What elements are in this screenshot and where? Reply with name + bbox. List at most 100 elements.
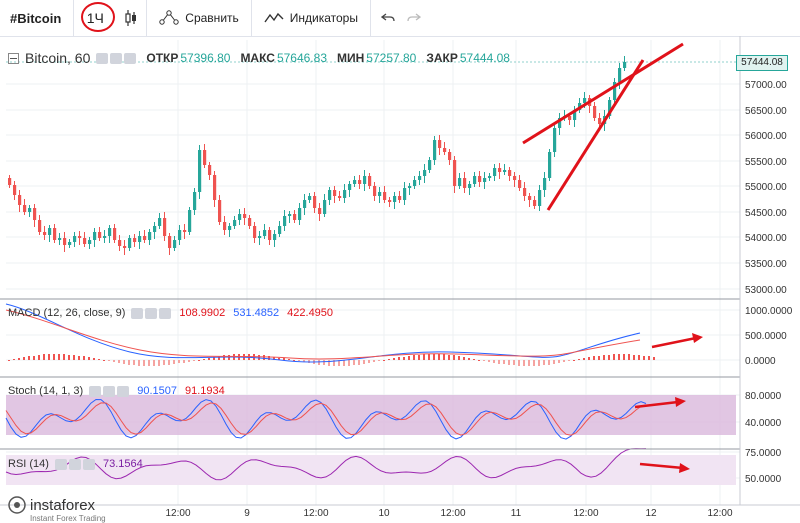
- undo-icon: [380, 13, 395, 22]
- candle-body: [278, 226, 282, 234]
- price-tick-label: 54500.00: [745, 208, 787, 219]
- macd-histogram-bar: [13, 359, 15, 360]
- candle-body: [233, 220, 237, 226]
- candle-body: [623, 62, 627, 68]
- macd-histogram-bar: [408, 356, 410, 360]
- current-price-tag: 57444.08: [736, 55, 788, 71]
- candle-body: [478, 176, 482, 182]
- candle-body: [558, 118, 562, 128]
- macd-histogram-bar: [443, 354, 445, 360]
- rsi-tick-label: 75.0000: [745, 448, 782, 459]
- candle-body: [138, 236, 142, 242]
- candle-body: [333, 190, 337, 196]
- low-value: 57257.80: [366, 51, 417, 65]
- rsi-label: RSI (14): [8, 458, 49, 470]
- macd-value: 531.4852: [233, 307, 280, 319]
- macd-histogram-bar: [523, 360, 525, 366]
- candle-body: [313, 196, 317, 208]
- macd-histogram-bar: [553, 360, 555, 364]
- rsi-controls[interactable]: [54, 458, 95, 470]
- stoch-controls[interactable]: [89, 385, 130, 397]
- candle-body: [143, 236, 147, 240]
- series-legend: Bitcoin, 60 ОТКР 57396.80 МАКС 57646.83 …: [8, 50, 510, 66]
- stoch-label: Stoch (14, 1, 3): [8, 385, 84, 397]
- candle-body: [203, 150, 207, 165]
- candle-body: [438, 140, 442, 148]
- candle-body: [418, 176, 422, 180]
- macd-histogram-bar: [83, 356, 85, 360]
- candle-body: [258, 236, 262, 238]
- rsi-tick-label: 50.0000: [745, 474, 782, 485]
- macd-histogram-bar: [48, 354, 50, 360]
- wedge-upper-line: [522, 42, 684, 145]
- compare-button[interactable]: Сравнить: [147, 0, 250, 36]
- macd-histogram-bar: [348, 360, 350, 366]
- macd-tick-label: 500.0000: [745, 331, 787, 342]
- macd-line: [5, 303, 641, 363]
- price-tick-label: 53500.00: [745, 259, 787, 270]
- candle-body: [38, 220, 42, 232]
- candle-body: [348, 184, 352, 190]
- indicators-icon: [264, 12, 284, 23]
- candle-body: [193, 192, 197, 210]
- candle-body: [123, 246, 127, 248]
- macd-histogram-bar: [148, 360, 150, 366]
- macd-histogram-bar: [623, 354, 625, 360]
- rsi-pane: [5, 448, 647, 481]
- interval-selector[interactable]: 1Ч: [74, 2, 116, 32]
- series-controls[interactable]: [96, 52, 137, 64]
- candle-body: [488, 176, 492, 178]
- candle-body: [223, 222, 227, 230]
- macd-histogram-bar: [418, 355, 420, 360]
- candle-body: [598, 118, 602, 124]
- macd-histogram-bar: [603, 355, 605, 360]
- series-title: Bitcoin, 60: [25, 50, 91, 66]
- undo-button[interactable]: [371, 0, 401, 36]
- macd-histogram-bar: [128, 360, 130, 365]
- collapse-icon[interactable]: [8, 52, 19, 64]
- macd-histogram-bar: [33, 356, 35, 360]
- symbol-search[interactable]: #Bitcoin: [10, 10, 62, 26]
- macd-histogram-bar: [588, 357, 590, 360]
- macd-controls[interactable]: [131, 307, 172, 319]
- chart-area[interactable]: 57000.00 56500.00 56000.00 55500.00 55000.00…: [0, 36, 800, 522]
- candle-body: [48, 228, 52, 235]
- macd-histogram-bar: [478, 360, 480, 361]
- candle-body: [468, 184, 472, 188]
- candle-body: [423, 170, 427, 176]
- candle-body: [368, 176, 372, 186]
- candle-body: [283, 216, 287, 226]
- macd-histogram-bar: [518, 360, 520, 366]
- brand-logo: instaforex Instant Forex Trading: [8, 496, 106, 523]
- macd-histogram-bar: [108, 360, 110, 361]
- candle-body: [163, 218, 167, 236]
- candle-body: [133, 238, 137, 242]
- stoch-pane: [5, 398, 647, 440]
- chart-type-button[interactable]: [116, 0, 146, 36]
- macd-histogram-bar: [638, 355, 640, 360]
- candle-body: [458, 178, 462, 186]
- candle-body: [448, 152, 452, 160]
- macd-histogram-bar: [183, 360, 185, 363]
- macd-histogram-bar: [643, 356, 645, 360]
- redo-button[interactable]: [401, 0, 427, 36]
- macd-histogram-bar: [438, 354, 440, 360]
- candle-body: [473, 176, 477, 184]
- macd-histogram-bar: [353, 360, 355, 365]
- macd-histogram-bar: [578, 359, 580, 360]
- rsi-arrow: [639, 462, 690, 473]
- macd-histogram-bar: [618, 354, 620, 360]
- macd-histogram-bar: [188, 360, 190, 362]
- candle-body: [453, 160, 457, 186]
- indicators-button[interactable]: Индикаторы: [252, 0, 370, 36]
- open-label: ОТКР: [146, 51, 179, 65]
- macd-histogram-bar: [648, 356, 650, 360]
- divider: [73, 0, 75, 36]
- macd-histogram-bar: [63, 354, 65, 360]
- divider: [146, 0, 148, 36]
- candle-body: [228, 226, 232, 230]
- candle-body: [8, 178, 12, 185]
- rsi-band: [6, 455, 736, 485]
- macd-histogram-bar: [453, 355, 455, 360]
- macd-histogram-bar: [488, 360, 490, 362]
